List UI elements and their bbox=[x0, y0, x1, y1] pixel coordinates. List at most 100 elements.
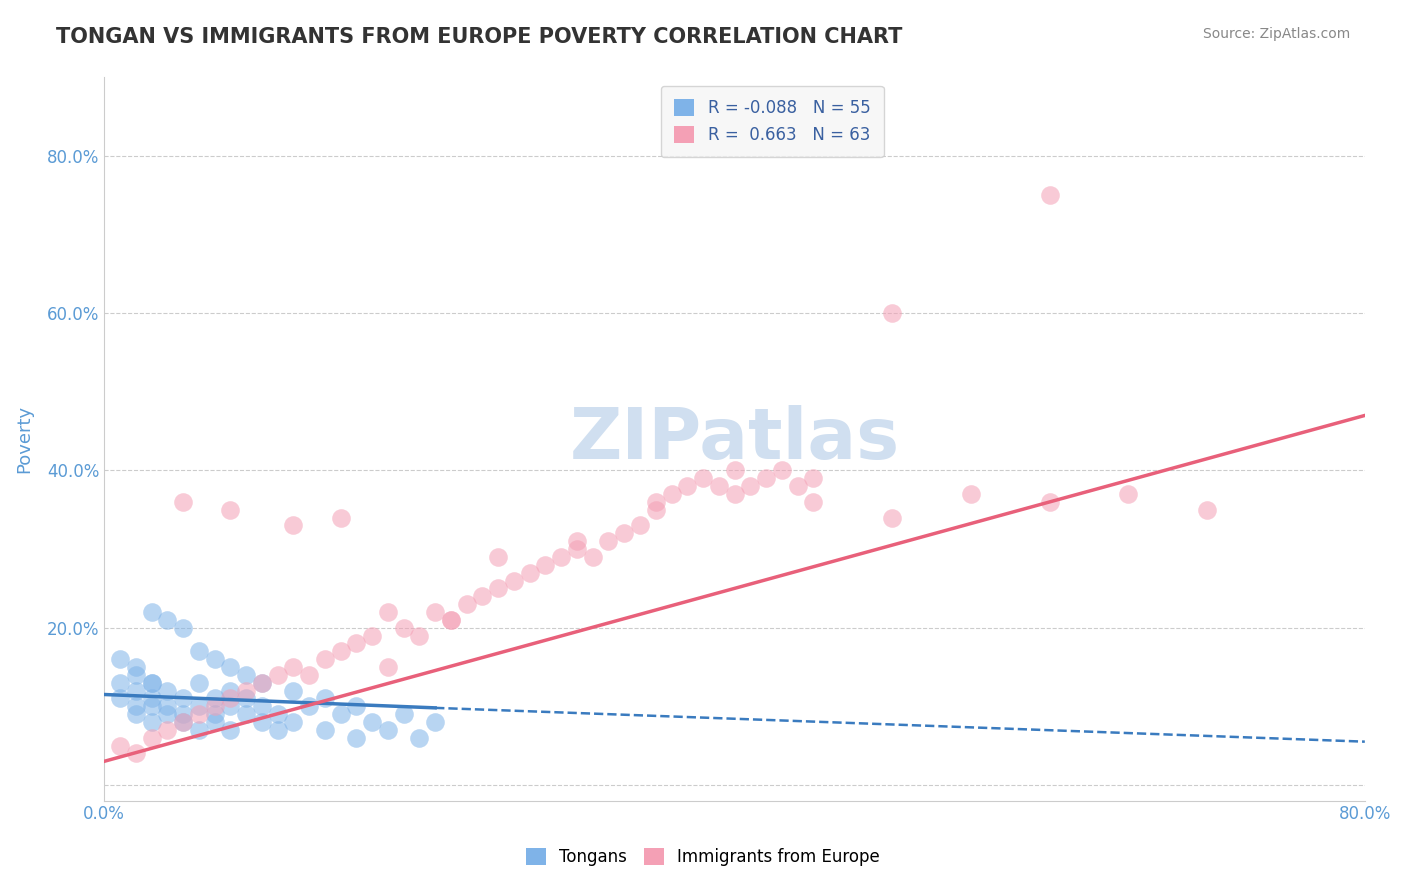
Point bbox=[204, 699, 226, 714]
Point bbox=[486, 549, 509, 564]
Point bbox=[108, 691, 131, 706]
Point bbox=[786, 479, 808, 493]
Point bbox=[108, 675, 131, 690]
Point bbox=[565, 534, 588, 549]
Point bbox=[219, 723, 242, 737]
Point bbox=[141, 714, 163, 729]
Point bbox=[755, 471, 778, 485]
Point bbox=[298, 668, 321, 682]
Point bbox=[770, 463, 793, 477]
Point bbox=[125, 668, 148, 682]
Point bbox=[141, 675, 163, 690]
Point bbox=[283, 714, 305, 729]
Point bbox=[141, 699, 163, 714]
Point bbox=[1118, 487, 1140, 501]
Point bbox=[314, 723, 336, 737]
Point bbox=[740, 479, 762, 493]
Point bbox=[125, 683, 148, 698]
Point bbox=[156, 613, 179, 627]
Point bbox=[344, 699, 367, 714]
Point bbox=[1039, 495, 1062, 509]
Point bbox=[235, 668, 257, 682]
Point bbox=[644, 495, 666, 509]
Point bbox=[329, 510, 352, 524]
Point bbox=[377, 723, 399, 737]
Point bbox=[250, 675, 273, 690]
Point bbox=[503, 574, 526, 588]
Point bbox=[486, 582, 509, 596]
Point bbox=[125, 660, 148, 674]
Point bbox=[613, 526, 636, 541]
Point bbox=[565, 542, 588, 557]
Point bbox=[519, 566, 541, 580]
Point bbox=[141, 691, 163, 706]
Point bbox=[187, 699, 209, 714]
Text: Source: ZipAtlas.com: Source: ZipAtlas.com bbox=[1202, 27, 1350, 41]
Point bbox=[108, 652, 131, 666]
Point bbox=[408, 731, 430, 745]
Point bbox=[283, 518, 305, 533]
Point bbox=[283, 660, 305, 674]
Point bbox=[219, 683, 242, 698]
Point bbox=[141, 675, 163, 690]
Point bbox=[266, 668, 288, 682]
Point bbox=[141, 731, 163, 745]
Text: ZIPatlas: ZIPatlas bbox=[569, 405, 900, 474]
Point bbox=[377, 660, 399, 674]
Point bbox=[392, 621, 415, 635]
Point bbox=[801, 495, 824, 509]
Point bbox=[172, 707, 194, 722]
Point bbox=[801, 471, 824, 485]
Y-axis label: Poverty: Poverty bbox=[15, 405, 32, 473]
Point bbox=[440, 613, 463, 627]
Legend: Tongans, Immigrants from Europe: Tongans, Immigrants from Europe bbox=[517, 840, 889, 875]
Point bbox=[314, 652, 336, 666]
Point bbox=[361, 714, 384, 729]
Point bbox=[344, 636, 367, 650]
Point bbox=[456, 597, 478, 611]
Point bbox=[298, 699, 321, 714]
Point bbox=[550, 549, 572, 564]
Point bbox=[204, 714, 226, 729]
Text: TONGAN VS IMMIGRANTS FROM EUROPE POVERTY CORRELATION CHART: TONGAN VS IMMIGRANTS FROM EUROPE POVERTY… bbox=[56, 27, 903, 46]
Point bbox=[676, 479, 699, 493]
Point bbox=[187, 644, 209, 658]
Point bbox=[329, 644, 352, 658]
Point bbox=[250, 699, 273, 714]
Point bbox=[314, 691, 336, 706]
Point bbox=[692, 471, 714, 485]
Point bbox=[204, 691, 226, 706]
Point bbox=[204, 707, 226, 722]
Point bbox=[250, 675, 273, 690]
Point bbox=[266, 723, 288, 737]
Legend: R = -0.088   N = 55, R =  0.663   N = 63: R = -0.088 N = 55, R = 0.663 N = 63 bbox=[661, 86, 884, 157]
Point bbox=[219, 699, 242, 714]
Point bbox=[235, 683, 257, 698]
Point bbox=[377, 605, 399, 619]
Point bbox=[125, 699, 148, 714]
Point bbox=[187, 723, 209, 737]
Point bbox=[187, 707, 209, 722]
Point bbox=[423, 714, 446, 729]
Point bbox=[250, 714, 273, 729]
Point bbox=[108, 739, 131, 753]
Point bbox=[628, 518, 651, 533]
Point bbox=[141, 605, 163, 619]
Point bbox=[283, 683, 305, 698]
Point bbox=[880, 306, 903, 320]
Point bbox=[172, 691, 194, 706]
Point bbox=[172, 714, 194, 729]
Point bbox=[172, 714, 194, 729]
Point bbox=[598, 534, 620, 549]
Point bbox=[582, 549, 605, 564]
Point bbox=[344, 731, 367, 745]
Point bbox=[156, 723, 179, 737]
Point bbox=[707, 479, 730, 493]
Point bbox=[408, 628, 430, 642]
Point bbox=[644, 502, 666, 516]
Point bbox=[266, 707, 288, 722]
Point bbox=[172, 621, 194, 635]
Point bbox=[125, 707, 148, 722]
Point bbox=[880, 510, 903, 524]
Point bbox=[471, 589, 494, 603]
